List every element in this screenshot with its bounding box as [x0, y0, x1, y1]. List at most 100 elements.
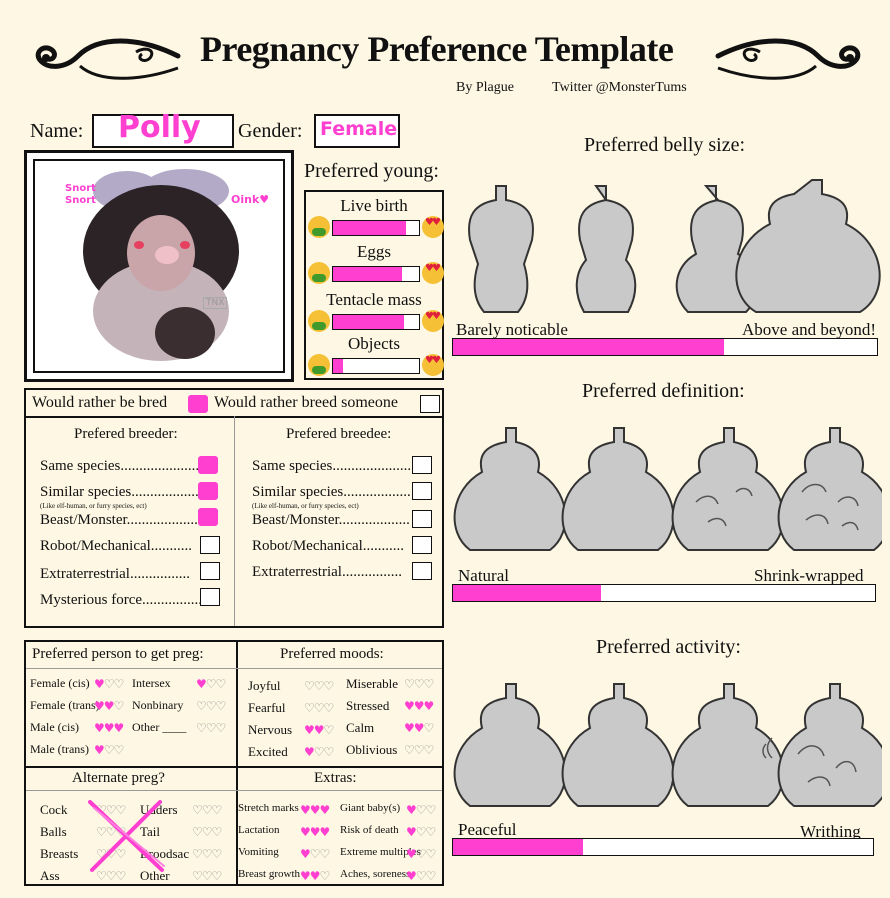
heart-rating-moods-right-0[interactable]: ♡♡♡: [404, 677, 435, 691]
heart-empty-icon[interactable]: ♡: [205, 699, 217, 713]
rather-bred-checkbox[interactable]: [188, 395, 208, 413]
heart-filled-icon[interactable]: ♥: [300, 825, 311, 839]
heart-empty-icon[interactable]: ♡: [192, 803, 203, 817]
belly-size-slider[interactable]: [452, 338, 878, 356]
heart-rating-extras-right-1[interactable]: ♥♡♡: [406, 825, 436, 839]
heart-rating-moods-left-3[interactable]: ♥♡♡: [304, 745, 335, 759]
heart-rating-alternate-left-2[interactable]: ♡♡♡: [96, 847, 127, 861]
heart-empty-icon[interactable]: ♡: [211, 803, 223, 817]
heart-rating-alternate-left-3[interactable]: ♡♡♡: [96, 869, 127, 883]
heart-empty-icon[interactable]: ♡: [201, 825, 213, 839]
heart-filled-icon[interactable]: ♥: [196, 677, 207, 691]
heart-rating-alternate-right-2[interactable]: ♡♡♡: [192, 847, 222, 861]
heart-rating-extras-left-3[interactable]: ♥♥♡: [300, 869, 331, 883]
heart-rating-extras-right-2[interactable]: ♥♡♡: [406, 847, 436, 861]
heart-filled-icon[interactable]: ♥: [406, 847, 417, 861]
heart-filled-icon[interactable]: ♥: [94, 699, 105, 713]
heart-empty-icon[interactable]: ♡: [319, 869, 331, 883]
heart-rating-moods-right-1[interactable]: ♥♥♥: [404, 699, 435, 713]
heart-empty-icon[interactable]: ♡: [113, 677, 125, 691]
heart-empty-icon[interactable]: ♡: [323, 701, 335, 715]
young-bar-live-birth[interactable]: [332, 220, 420, 236]
heart-filled-icon[interactable]: ♥: [309, 869, 321, 883]
heart-rating-extras-right-0[interactable]: ♥♡♡: [406, 803, 436, 817]
heart-empty-icon[interactable]: ♡: [319, 847, 331, 861]
heart-filled-icon[interactable]: ♥: [94, 721, 105, 735]
heart-empty-icon[interactable]: ♡: [215, 699, 227, 713]
breedee-same-species-checkbox[interactable]: [412, 456, 432, 474]
heart-empty-icon[interactable]: ♡: [201, 803, 213, 817]
heart-empty-icon[interactable]: ♡: [423, 721, 435, 735]
heart-filled-icon[interactable]: ♥: [309, 803, 321, 817]
heart-empty-icon[interactable]: ♡: [192, 869, 203, 883]
heart-rating-person-right-1[interactable]: ♡♡♡: [196, 699, 227, 713]
heart-filled-icon[interactable]: ♥: [413, 699, 425, 713]
heart-empty-icon[interactable]: ♡: [103, 677, 115, 691]
heart-empty-icon[interactable]: ♡: [313, 679, 325, 693]
heart-filled-icon[interactable]: ♥: [300, 847, 311, 861]
heart-empty-icon[interactable]: ♡: [105, 825, 117, 839]
rather-breed-checkbox[interactable]: [420, 395, 440, 413]
heart-empty-icon[interactable]: ♡: [115, 847, 127, 861]
heart-empty-icon[interactable]: ♡: [106, 847, 117, 861]
heart-empty-icon[interactable]: ♡: [115, 803, 127, 817]
heart-rating-person-left-1[interactable]: ♥♥♡: [94, 699, 124, 713]
heart-filled-icon[interactable]: ♥: [300, 803, 311, 817]
heart-rating-person-left-0[interactable]: ♥♡♡: [94, 677, 125, 691]
heart-empty-icon[interactable]: ♡: [304, 679, 315, 693]
heart-rating-alternate-right-0[interactable]: ♡♡♡: [192, 803, 223, 817]
heart-empty-icon[interactable]: ♡: [105, 869, 117, 883]
breedee-similar-species-checkbox[interactable]: [412, 482, 432, 500]
heart-rating-person-left-2[interactable]: ♥♥♥: [94, 721, 125, 735]
heart-empty-icon[interactable]: ♡: [215, 721, 227, 735]
heart-empty-icon[interactable]: ♡: [215, 677, 227, 691]
young-bar-objects[interactable]: [332, 358, 420, 374]
heart-empty-icon[interactable]: ♡: [309, 847, 321, 861]
heart-empty-icon[interactable]: ♡: [323, 679, 335, 693]
heart-empty-icon[interactable]: ♡: [115, 869, 127, 883]
heart-rating-moods-left-1[interactable]: ♡♡♡: [304, 701, 335, 715]
heart-filled-icon[interactable]: ♥: [113, 721, 125, 735]
heart-empty-icon[interactable]: ♡: [413, 743, 425, 757]
heart-filled-icon[interactable]: ♥: [103, 721, 115, 735]
heart-filled-icon[interactable]: ♥: [406, 869, 417, 883]
heart-rating-person-left-3[interactable]: ♥♡♡: [94, 743, 124, 757]
heart-empty-icon[interactable]: ♡: [313, 701, 325, 715]
heart-rating-alternate-right-1[interactable]: ♡♡♡: [192, 825, 223, 839]
heart-empty-icon[interactable]: ♡: [404, 743, 415, 757]
heart-filled-icon[interactable]: ♥: [304, 723, 315, 737]
heart-empty-icon[interactable]: ♡: [404, 677, 415, 691]
heart-filled-icon[interactable]: ♥: [304, 745, 315, 759]
heart-empty-icon[interactable]: ♡: [415, 869, 427, 883]
heart-rating-extras-left-1[interactable]: ♥♥♥: [300, 825, 330, 839]
heart-empty-icon[interactable]: ♡: [415, 803, 427, 817]
breeder-extraterrestrial-checkbox[interactable]: [200, 562, 220, 580]
gender-field[interactable]: Female: [314, 114, 400, 148]
heart-empty-icon[interactable]: ♡: [323, 745, 335, 759]
heart-empty-icon[interactable]: ♡: [423, 677, 435, 691]
young-bar-tentacle-mass[interactable]: [332, 314, 420, 330]
breeder-robot-checkbox[interactable]: [200, 536, 220, 554]
breedee-beast-monster-checkbox[interactable]: [412, 510, 432, 528]
heart-empty-icon[interactable]: ♡: [192, 825, 203, 839]
heart-empty-icon[interactable]: ♡: [96, 847, 107, 861]
heart-filled-icon[interactable]: ♥: [413, 721, 425, 735]
heart-empty-icon[interactable]: ♡: [304, 701, 315, 715]
heart-empty-icon[interactable]: ♡: [323, 723, 335, 737]
heart-empty-icon[interactable]: ♡: [192, 847, 203, 861]
breeder-similar-species-checkbox[interactable]: [198, 482, 218, 500]
heart-empty-icon[interactable]: ♡: [201, 847, 213, 861]
heart-empty-icon[interactable]: ♡: [415, 825, 427, 839]
heart-filled-icon[interactable]: ♥: [423, 699, 435, 713]
heart-empty-icon[interactable]: ♡: [96, 869, 107, 883]
heart-filled-icon[interactable]: ♥: [309, 825, 321, 839]
heart-empty-icon[interactable]: ♡: [205, 677, 217, 691]
breedee-robot-checkbox[interactable]: [412, 536, 432, 554]
heart-empty-icon[interactable]: ♡: [103, 743, 115, 757]
heart-empty-icon[interactable]: ♡: [415, 847, 427, 861]
heart-empty-icon[interactable]: ♡: [313, 745, 325, 759]
heart-empty-icon[interactable]: ♡: [211, 825, 223, 839]
heart-empty-icon[interactable]: ♡: [211, 869, 223, 883]
heart-filled-icon[interactable]: ♥: [319, 803, 331, 817]
heart-empty-icon[interactable]: ♡: [196, 699, 207, 713]
